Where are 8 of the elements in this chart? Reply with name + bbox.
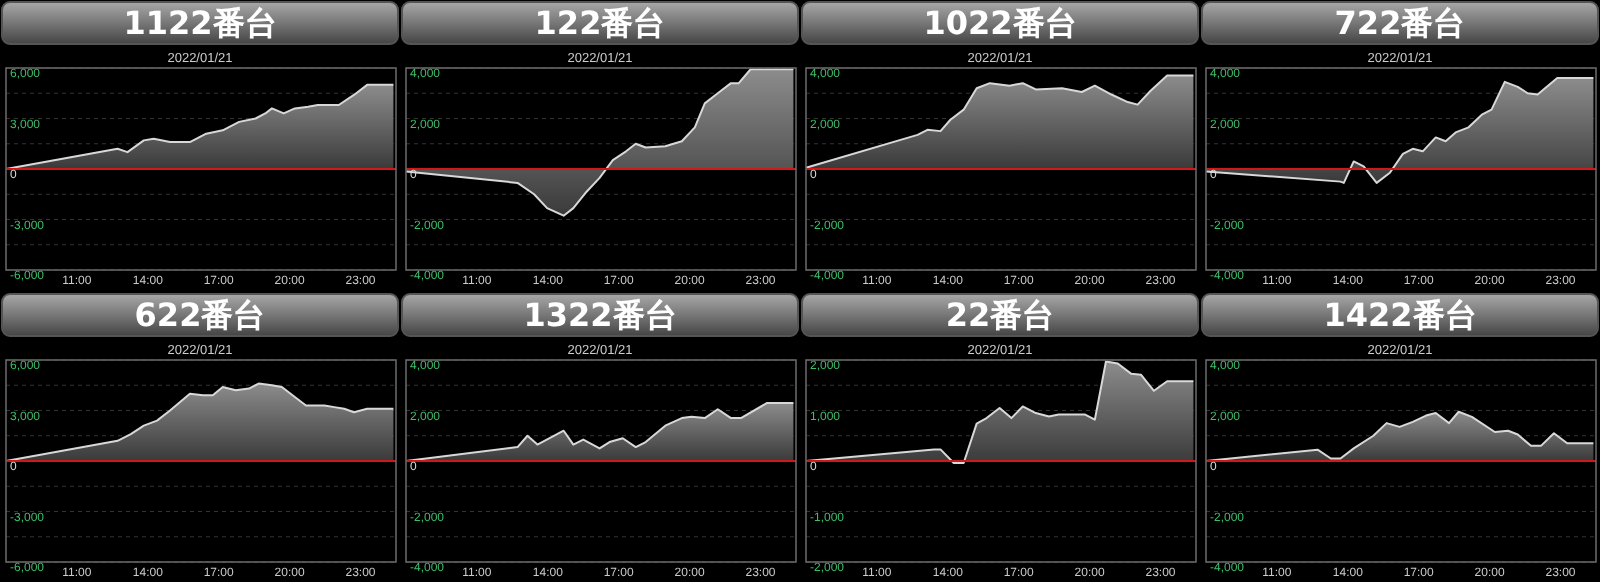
chart-title: 1122番台 [123, 4, 277, 42]
chart-title: 1422番台 [1323, 296, 1477, 334]
chart-title: 722番台 [1334, 4, 1466, 42]
chart-title: 622番台 [134, 296, 266, 334]
chart-title: 122番台 [534, 4, 666, 42]
chart-title: 1022番台 [923, 4, 1077, 42]
chart-title: 22番台 [945, 296, 1055, 334]
chart-title: 1322番台 [523, 296, 677, 334]
